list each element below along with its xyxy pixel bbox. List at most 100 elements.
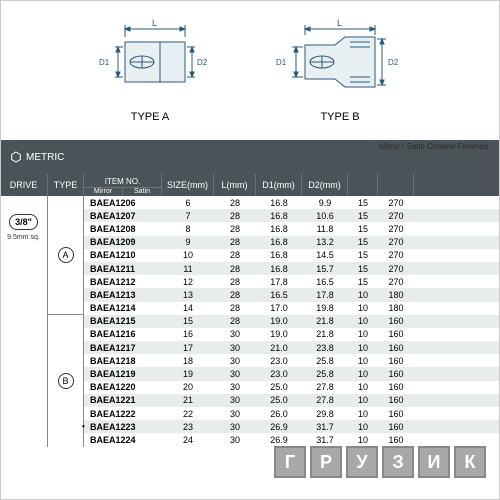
cell-d1: 17.8 (256, 277, 302, 287)
cell-c7: 15 (348, 250, 378, 260)
cell-l: 28 (214, 277, 256, 287)
cell-c8: 160 (378, 395, 414, 405)
table-row: BAEA1213132816.517.810180 (84, 288, 500, 301)
cell-size: 10 (162, 250, 214, 260)
cell-item: BAEA1212 (84, 277, 162, 287)
cell-l: 28 (214, 303, 256, 313)
cell-l: 28 (214, 198, 256, 208)
cell-c8: 160 (378, 329, 414, 339)
watermark-char: З (382, 446, 414, 478)
cell-l: 30 (214, 435, 256, 445)
cell-item: BAEA1211 (84, 264, 162, 274)
cell-l: 30 (214, 369, 256, 379)
type-a-label: TYPE A (131, 111, 170, 123)
cell-d1: 16.8 (256, 198, 302, 208)
cell-d2: 27.8 (302, 382, 348, 392)
cell-size: 22 (162, 409, 214, 419)
cell-l: 28 (214, 264, 256, 274)
col-l: L(mm) (214, 174, 256, 196)
cell-d2: 23.8 (302, 343, 348, 353)
cell-d1: 16.5 (256, 290, 302, 300)
cell-d1: 19.0 (256, 316, 302, 326)
table-row: BAEA120772816.810.615270 (84, 209, 500, 222)
cell-d1: 17.0 (256, 303, 302, 313)
cell-item: BAEA1218 (84, 356, 162, 366)
svg-text:L: L (152, 18, 157, 28)
col-d2: D2(mm) (302, 174, 348, 196)
diagram-type-a: L D1 D2 TYPE A (90, 17, 210, 123)
table-row: BAEA1216163019.021.810160 (84, 328, 500, 341)
cell-size: 13 (162, 290, 214, 300)
watermark-char: И (418, 446, 450, 478)
cell-d1: 16.8 (256, 264, 302, 274)
cell-d1: 26.9 (256, 422, 302, 432)
cell-d2: 16.5 (302, 277, 348, 287)
cell-c7: 10 (348, 422, 378, 432)
cell-d2: 11.8 (302, 224, 348, 234)
hex-icon (10, 151, 22, 163)
cell-c8: 160 (378, 356, 414, 366)
cell-d1: 25.0 (256, 395, 302, 405)
cell-d1: 16.8 (256, 250, 302, 260)
cell-size: 11 (162, 264, 214, 274)
table-area: Mirror / Satin Chrome Finished METRIC DR… (0, 140, 500, 447)
cell-item: BAEA1213 (84, 290, 162, 300)
table-row: BAEA120882816.811.815270 (84, 222, 500, 235)
cell-c7: 10 (348, 382, 378, 392)
col-c8 (378, 174, 414, 196)
table-row: BAEA1222223026.029.810160 (84, 407, 500, 420)
table-row: BAEA120992816.813.215270 (84, 236, 500, 249)
cell-c7: 15 (348, 211, 378, 221)
cell-d1: 26.9 (256, 435, 302, 445)
cell-item: BAEA1215 (84, 316, 162, 326)
cell-c8: 180 (378, 303, 414, 313)
cell-size: 7 (162, 211, 214, 221)
type-a-svg: L D1 D2 (90, 17, 210, 107)
columns-header: DRIVE TYPE ITEM NO. Mirror Satin SIZE(mm… (0, 174, 500, 196)
watermark-char: У (346, 446, 378, 478)
cell-item: BAEA1206 (84, 198, 162, 208)
cell-size: 24 (162, 435, 214, 445)
col-d1: D1(mm) (256, 174, 302, 196)
cell-c7: 10 (348, 395, 378, 405)
cell-item: BAEA1214 (84, 303, 162, 313)
cell-c7: 10 (348, 290, 378, 300)
cell-d1: 25.0 (256, 382, 302, 392)
cell-d2: 19.8 (302, 303, 348, 313)
cell-item: BAEA1216 (84, 329, 162, 339)
cell-l: 28 (214, 250, 256, 260)
type-cell-a: A (48, 196, 83, 315)
diagram-area: L D1 D2 TYPE A L (0, 0, 500, 140)
cell-d2: 21.8 (302, 316, 348, 326)
cell-c7: 15 (348, 198, 378, 208)
cell-c7: 10 (348, 343, 378, 353)
drive-sub: 9.5mm sq. (7, 234, 40, 241)
cell-size: 21 (162, 395, 214, 405)
type-column: AB (48, 196, 84, 447)
data-rows: BAEA120662816.89.915270BAEA120772816.810… (84, 196, 500, 447)
cell-l: 30 (214, 409, 256, 419)
cell-size: 14 (162, 303, 214, 313)
cell-c7: 15 (348, 264, 378, 274)
cell-item: BAEA1210 (84, 250, 162, 260)
cell-size: 19 (162, 369, 214, 379)
cell-d1: 23.0 (256, 369, 302, 379)
table-row: BAEA1212122817.816.515270 (84, 275, 500, 288)
finish-text: Mirror / Satin Chrome Finished (379, 142, 488, 151)
table-row: BAEA1218183023.025.810160 (84, 354, 500, 367)
table-row: BAEA1221213025.027.810160 (84, 394, 500, 407)
cell-d2: 10.6 (302, 211, 348, 221)
cell-item: BAEA1224 (84, 435, 162, 445)
cell-d2: 29.8 (302, 409, 348, 419)
cell-d2: 31.7 (302, 422, 348, 432)
table-row: BAEA1210102816.814.515270 (84, 249, 500, 262)
table-row: BAEA120662816.89.915270 (84, 196, 500, 209)
table-row: •BAEA1223233026.931.710160 (84, 420, 500, 433)
col-drive: DRIVE (0, 174, 48, 196)
cell-d1: 26.0 (256, 409, 302, 419)
cell-c8: 160 (378, 343, 414, 353)
cell-size: 12 (162, 277, 214, 287)
cell-l: 28 (214, 316, 256, 326)
cell-d1: 16.8 (256, 237, 302, 247)
cell-c7: 15 (348, 224, 378, 234)
